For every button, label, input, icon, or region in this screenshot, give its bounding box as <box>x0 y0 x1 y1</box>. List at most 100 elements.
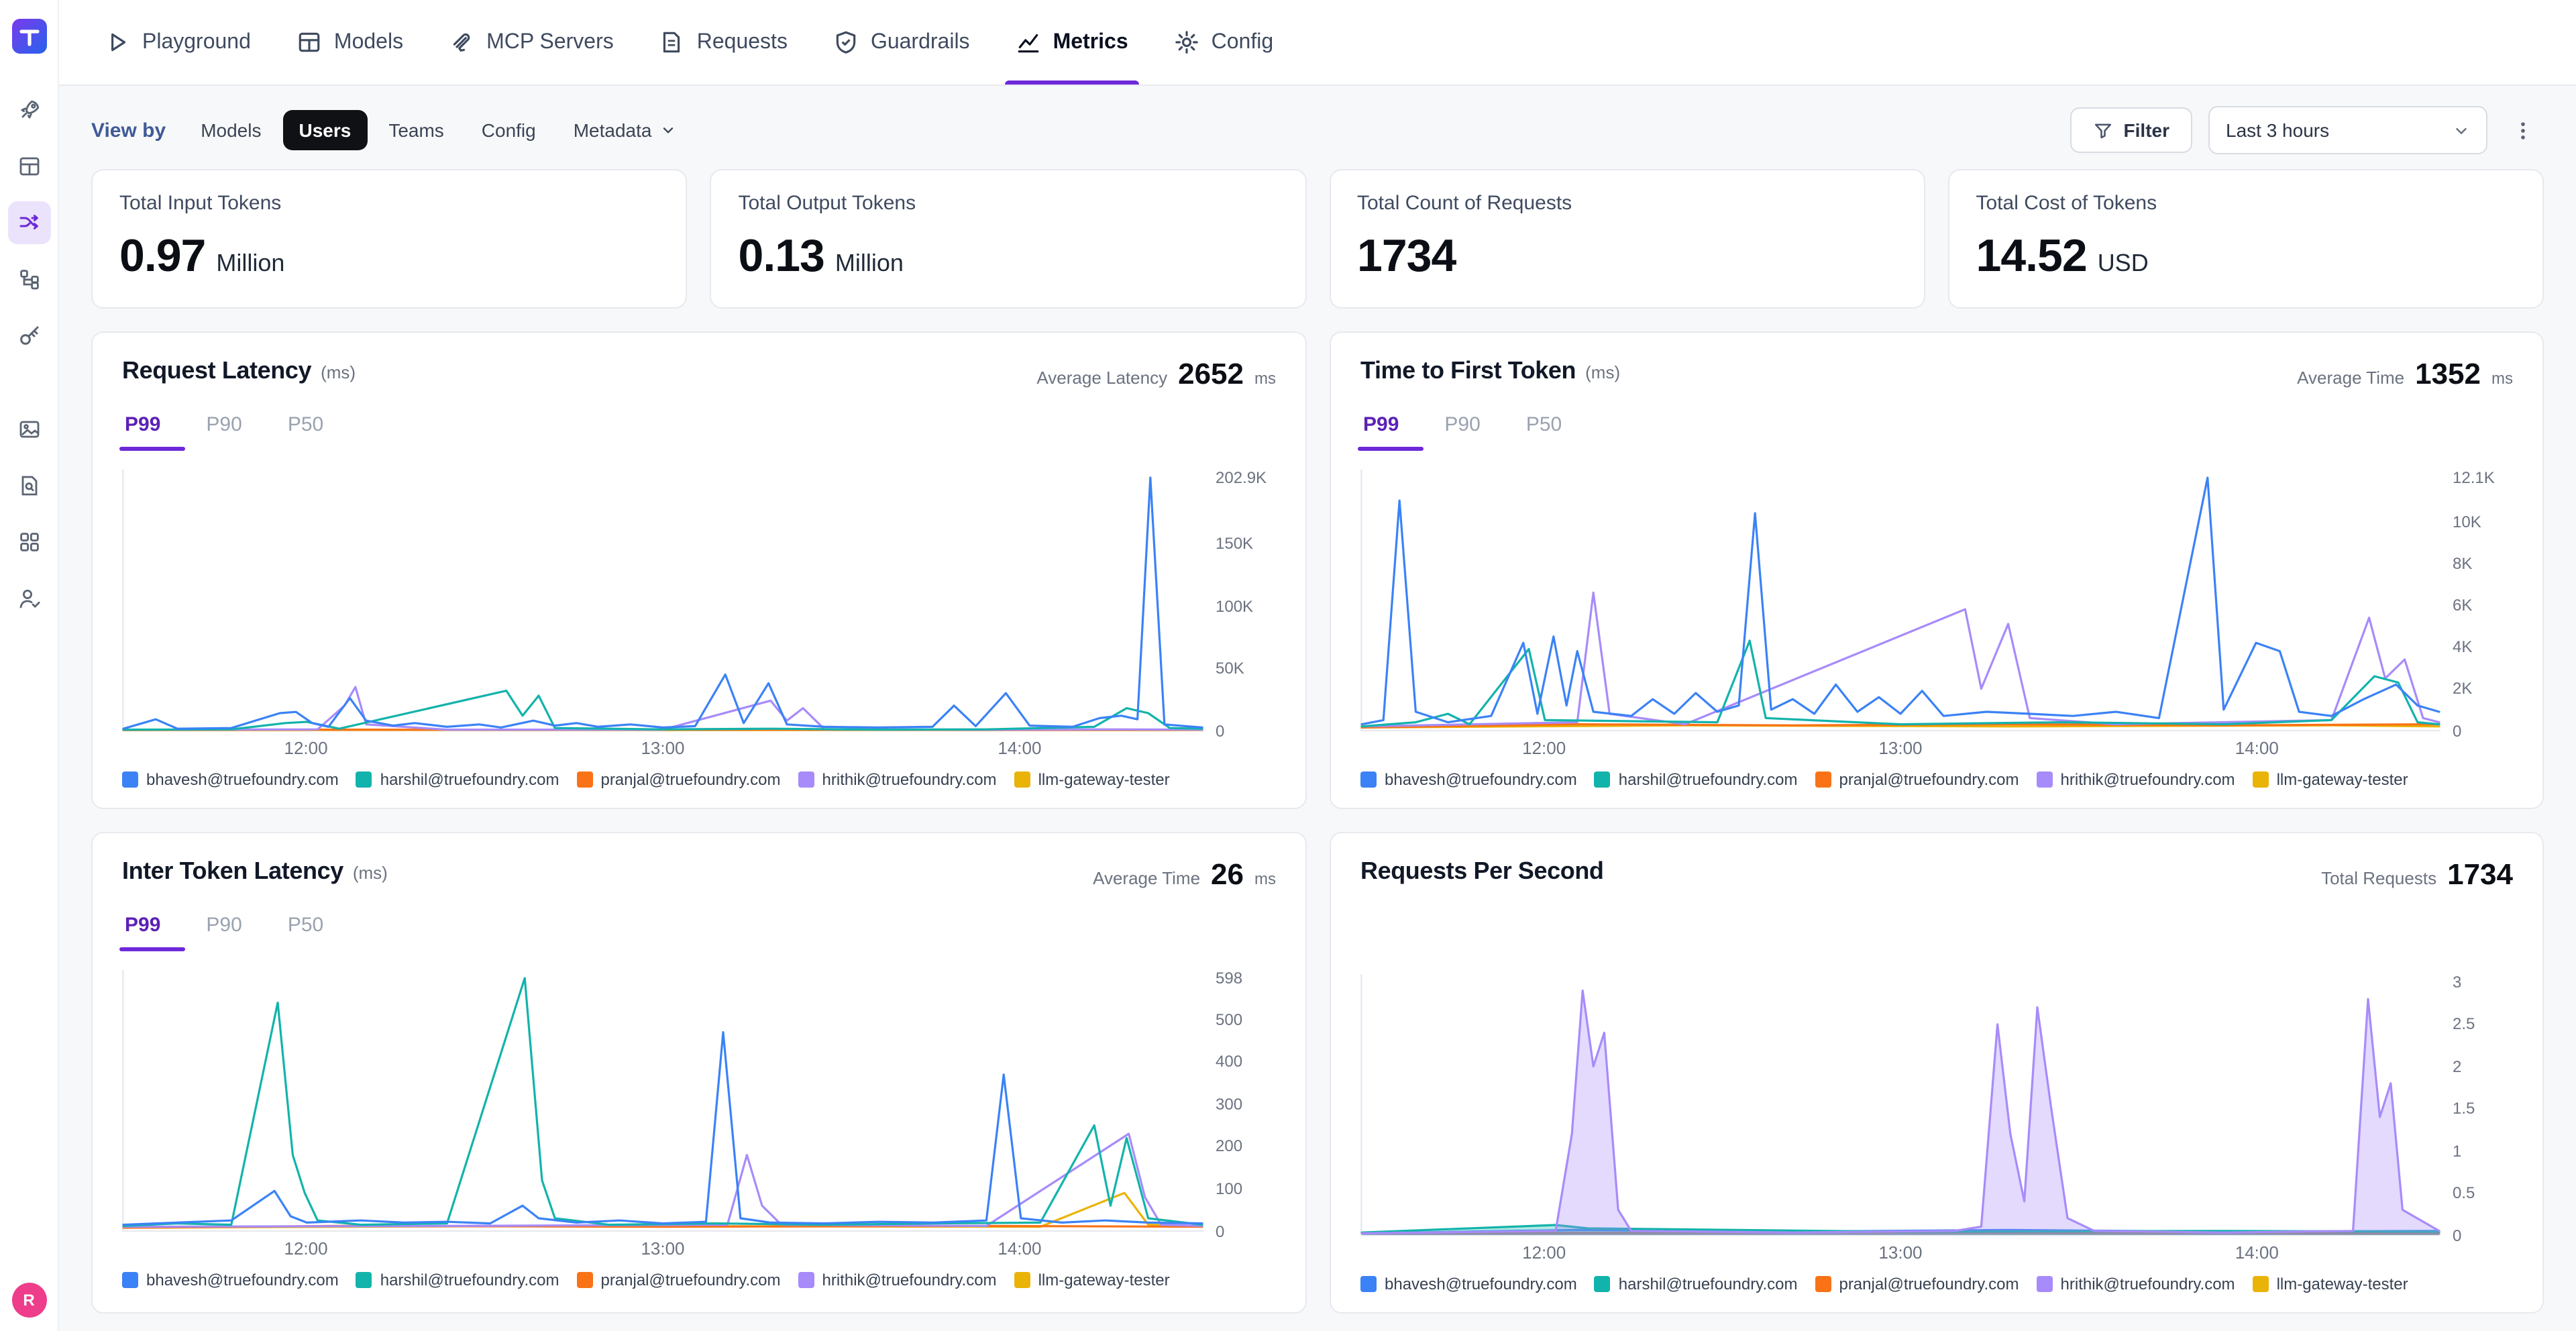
view-by-option-models[interactable]: Models <box>184 110 277 150</box>
user-check-icon[interactable] <box>7 577 50 620</box>
legend-item[interactable]: pranjal@truefoundry.com <box>576 1271 781 1289</box>
chart-canvas[interactable] <box>122 464 1203 733</box>
legend-user-name: llm-gateway-tester <box>1038 770 1170 789</box>
truefoundry-logo-icon[interactable] <box>11 19 46 54</box>
y-axis-ticks: 202.9K 150K 100K 50K 0 <box>1203 464 1276 759</box>
view-by-option-users[interactable]: Users <box>282 110 368 150</box>
more-options-button[interactable] <box>2501 107 2544 153</box>
legend-item[interactable]: harshil@truefoundry.com <box>356 1271 559 1289</box>
legend-item[interactable]: bhavesh@truefoundry.com <box>122 1271 339 1289</box>
nav-tab-playground[interactable]: Playground <box>86 0 270 85</box>
view-by-option-config[interactable]: Config <box>466 110 552 150</box>
y-axis-tick: 100K <box>1216 596 1254 616</box>
apps-grid-icon[interactable] <box>7 521 50 564</box>
tab-p90[interactable]: P90 <box>206 914 242 937</box>
chart-summary-stat: Total Requests 1734 <box>2321 857 2513 892</box>
file-search-icon[interactable] <box>7 464 50 507</box>
x-axis-tick: 12:00 <box>284 738 328 758</box>
stat-card-title: Total Output Tokens <box>738 192 916 215</box>
gallery-icon[interactable] <box>7 408 50 451</box>
time-range-value: Last 3 hours <box>2226 119 2330 141</box>
legend-item[interactable]: llm-gateway-tester <box>1014 1271 1170 1289</box>
legend-swatch <box>1594 1276 1611 1292</box>
tab-p90[interactable]: P90 <box>206 413 242 436</box>
table-icon[interactable] <box>7 145 50 188</box>
chart-canvas[interactable] <box>122 965 1203 1233</box>
legend-item[interactable]: pranjal@truefoundry.com <box>1815 1275 2019 1293</box>
view-by-label: View by <box>91 119 166 142</box>
legend-user-name: llm-gateway-tester <box>1038 1271 1170 1289</box>
chart-legend: bhavesh@truefoundry.com harshil@truefound… <box>122 770 1276 789</box>
legend-item[interactable]: harshil@truefoundry.com <box>356 770 559 789</box>
tab-p50[interactable]: P50 <box>287 914 324 937</box>
legend-user-name: pranjal@truefoundry.com <box>1839 1275 2019 1293</box>
legend-swatch <box>576 771 593 788</box>
legend-item[interactable]: harshil@truefoundry.com <box>1594 770 1797 789</box>
y-axis-tick: 1 <box>2453 1141 2462 1161</box>
y-axis-tick: 2.5 <box>2453 1014 2475 1034</box>
legend-item[interactable]: bhavesh@truefoundry.com <box>1360 770 1577 789</box>
x-axis-tick: 12:00 <box>1522 738 1566 758</box>
tab-p50[interactable]: P50 <box>1525 413 1562 436</box>
rocket-icon[interactable] <box>7 89 50 131</box>
legend-item[interactable]: pranjal@truefoundry.com <box>576 770 781 789</box>
nav-tab-label: MCP Servers <box>486 30 614 53</box>
legend-swatch <box>2252 771 2269 788</box>
main-column: Playground Models MCP Servers Requests Guard… <box>59 0 2576 1331</box>
gateway-icon[interactable] <box>7 201 50 244</box>
nav-tab-guardrails[interactable]: Guardrails <box>814 0 989 85</box>
legend-user-name: pranjal@truefoundry.com <box>600 770 781 789</box>
nav-tab-config[interactable]: Config <box>1155 0 1293 85</box>
legend-item[interactable]: hrithik@truefoundry.com <box>2036 770 2235 789</box>
legend-item[interactable]: llm-gateway-tester <box>1014 770 1170 789</box>
y-axis-ticks: 12.1K 10K 8K 6K 4K 2K 0 <box>2440 464 2513 759</box>
y-axis-tick: 300 <box>1216 1094 1243 1114</box>
y-axis-tick: 0.5 <box>2453 1183 2475 1203</box>
view-by-option-label: Teams <box>388 119 444 141</box>
requests-icon <box>659 30 685 55</box>
y-axis-tick: 2K <box>2453 679 2473 698</box>
legend-user-name: bhavesh@truefoundry.com <box>1385 770 1577 789</box>
user-avatar[interactable]: R <box>11 1283 46 1318</box>
tab-p90[interactable]: P90 <box>1444 413 1481 436</box>
nav-tab-requests[interactable]: Requests <box>641 0 806 85</box>
tab-p50[interactable]: P50 <box>287 413 324 436</box>
legend-user-name: hrithik@truefoundry.com <box>2060 1275 2235 1293</box>
nav-tab-mcp-servers[interactable]: MCP Servers <box>430 0 633 85</box>
x-axis-ticks: 12:00 13:00 14:00 <box>122 1233 1203 1260</box>
filter-button-label: Filter <box>2123 119 2169 141</box>
x-axis-tick: 14:00 <box>998 738 1042 758</box>
nav-tab-metrics[interactable]: Metrics <box>997 0 1147 85</box>
legend-item[interactable]: harshil@truefoundry.com <box>1594 1275 1797 1293</box>
y-axis-tick: 50K <box>1216 659 1244 678</box>
nav-tab-models[interactable]: Models <box>278 0 422 85</box>
legend-swatch <box>1014 771 1030 788</box>
tab-p99[interactable]: P99 <box>119 411 184 451</box>
tab-p99[interactable]: P99 <box>119 911 184 951</box>
chart-title-row: Requests Per Second <box>1360 857 1604 886</box>
legend-item[interactable]: hrithik@truefoundry.com <box>798 1271 997 1289</box>
chart-canvas[interactable] <box>1360 969 2440 1237</box>
filter-row: View by Models Users Teams Config Metadata F… <box>91 105 2544 156</box>
x-axis-tick: 13:00 <box>641 738 685 758</box>
time-range-select[interactable]: Last 3 hours <box>2208 106 2487 154</box>
key-icon[interactable] <box>7 314 50 357</box>
charts-grid: Request Latency (ms) Average Latency 2652 ms… <box>91 331 2544 1314</box>
stat-card-total-output-tokens: Total Output Tokens 0.13 Million <box>710 169 1306 309</box>
legend-item[interactable]: llm-gateway-tester <box>2252 770 2408 789</box>
view-by-option-teams[interactable]: Teams <box>372 110 460 150</box>
legend-item[interactable]: hrithik@truefoundry.com <box>2036 1275 2235 1293</box>
x-axis-tick: 12:00 <box>284 1238 328 1259</box>
legend-item[interactable]: pranjal@truefoundry.com <box>1815 770 2019 789</box>
legend-item[interactable]: hrithik@truefoundry.com <box>798 770 997 789</box>
filter-button[interactable]: Filter <box>2070 107 2192 153</box>
legend-item[interactable]: bhavesh@truefoundry.com <box>1360 1275 1577 1293</box>
legend-item[interactable]: bhavesh@truefoundry.com <box>122 770 339 789</box>
view-by-option-metadata[interactable]: Metadata <box>557 110 692 150</box>
tab-p99[interactable]: P99 <box>1358 411 1423 451</box>
percentile-tabs: P99 P90 P50 <box>119 911 1276 951</box>
chart-canvas[interactable] <box>1360 464 2440 733</box>
tree-icon[interactable] <box>7 258 50 301</box>
legend-item[interactable]: llm-gateway-tester <box>2252 1275 2408 1293</box>
